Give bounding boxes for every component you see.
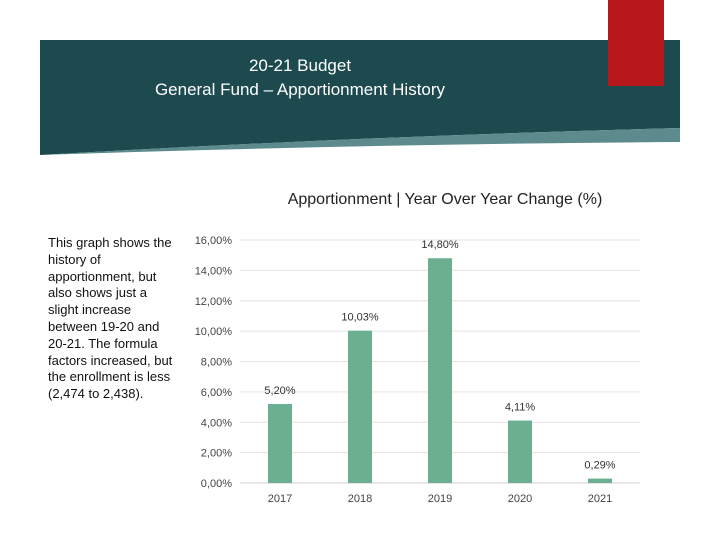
bar-2019 [428, 258, 452, 483]
bar-2017 [268, 404, 292, 483]
page-title: 20-21 Budget General Fund – Apportionmen… [40, 54, 560, 102]
y-tick-label: 10,00% [195, 326, 233, 338]
banner-swoosh [40, 128, 680, 155]
x-tick-label: 2020 [508, 493, 532, 505]
bars [268, 258, 612, 483]
labels: 0,00% 2,00% 4,00% 6,00% 8,00% 10,00% 12,00% 14,… [195, 235, 616, 505]
x-tick-label: 2021 [588, 493, 612, 505]
accent-tab [608, 0, 664, 86]
y-tick-label: 12,00% [195, 296, 233, 308]
data-label: 0,29% [584, 460, 615, 472]
y-tick-label: 6,00% [201, 387, 232, 399]
y-tick-label: 8,00% [201, 357, 232, 369]
title-line-1: 20-21 Budget [248, 56, 352, 75]
banner-background [40, 40, 680, 155]
y-tick-label: 0,00% [201, 478, 232, 490]
data-label: 14,80% [421, 239, 459, 251]
data-label: 4,11% [505, 402, 536, 414]
bar-2018 [348, 330, 372, 483]
title-line-2: General Fund – Apportionment History [154, 80, 446, 99]
bar-2021 [588, 478, 612, 483]
y-tick-label: 2,00% [201, 448, 232, 460]
y-tick-label: 4,00% [201, 417, 232, 429]
header-banner [40, 40, 680, 155]
data-label: 5,20% [264, 385, 295, 397]
y-tick-label: 14,00% [195, 265, 233, 277]
x-tick-label: 2019 [428, 493, 452, 505]
bar-2020 [508, 420, 532, 483]
data-label: 10,03% [341, 312, 379, 324]
y-tick-label: 16,00% [195, 235, 233, 247]
chart-title: Apportionment | Year Over Year Change (%… [287, 191, 603, 208]
description-text: This graph shows the history of apportio… [48, 235, 173, 402]
x-tick-label: 2018 [348, 493, 372, 505]
x-tick-label: 2017 [268, 493, 292, 505]
